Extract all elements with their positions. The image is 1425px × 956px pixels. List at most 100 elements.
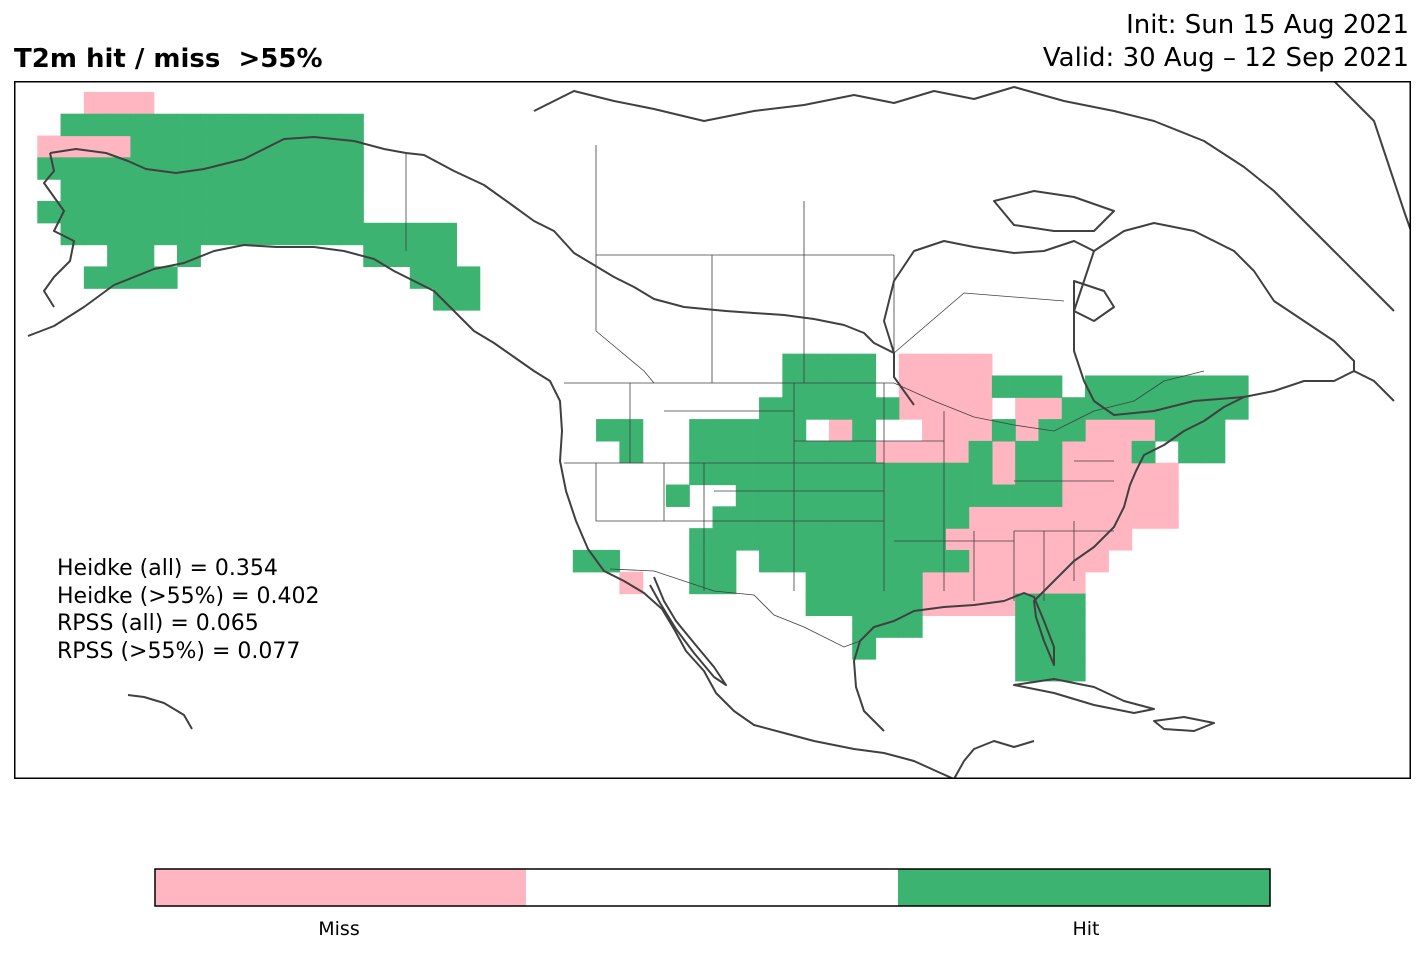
hit-cell [153, 135, 178, 158]
hit-cell [1131, 440, 1156, 464]
hit-cell [898, 506, 923, 529]
hit-cell [689, 549, 714, 573]
miss-cell [1015, 506, 1040, 529]
miss-cell [1085, 506, 1109, 529]
miss-cell [922, 419, 946, 442]
hit-cell [828, 506, 853, 529]
hit-cell [130, 200, 155, 224]
hit-cell [898, 615, 923, 638]
hit-cell [293, 200, 318, 224]
coastline-arctic [533, 86, 1395, 312]
coastline-central-america [953, 740, 1035, 779]
miss-cell [898, 353, 923, 377]
hit-cell [60, 200, 85, 224]
political-borders [405, 145, 1205, 648]
grid-cells [37, 91, 1249, 682]
hit-cell [759, 419, 783, 442]
hit-cell [1038, 659, 1063, 682]
miss-cell [1108, 462, 1133, 486]
hit-cell [805, 549, 830, 573]
miss-cell [1108, 528, 1133, 551]
hit-cell [805, 397, 830, 420]
hit-cell [1154, 375, 1179, 398]
miss-cell [991, 571, 1016, 595]
hit-cell [130, 179, 155, 202]
hit-cell [130, 157, 155, 180]
hit-cell [456, 266, 481, 289]
colorbar-miss [155, 869, 526, 906]
hit-cell [107, 200, 132, 224]
hit-cell [805, 462, 830, 486]
hit-cell [83, 266, 108, 289]
hit-cell [828, 397, 853, 420]
miss-cell [1154, 462, 1179, 486]
coastline-hudson-island [1073, 280, 1115, 322]
hit-cell [805, 353, 830, 377]
miss-cell [1108, 440, 1133, 464]
hit-cell [689, 528, 714, 551]
colorbar [154, 868, 1271, 907]
hit-cell [316, 179, 341, 202]
hit-cell [293, 113, 318, 137]
hit-cell [805, 571, 830, 595]
miss-cell [945, 593, 970, 617]
miss-cell [945, 397, 970, 420]
heidke-55: Heidke (>55%) = 0.402 [57, 583, 320, 609]
miss-cell [1108, 506, 1133, 529]
miss-cell [968, 506, 993, 529]
hit-cell [852, 571, 877, 595]
hit-cell [735, 462, 760, 486]
hit-cell [130, 135, 155, 158]
miss-cell [945, 440, 970, 464]
hit-cell [1154, 419, 1179, 442]
coastline-hispaniola [1153, 716, 1215, 732]
hit-cell [60, 179, 85, 202]
miss-cell [60, 135, 85, 158]
miss-cell [922, 375, 946, 398]
coastline-alaska-south [27, 244, 955, 779]
miss-cell [898, 397, 923, 420]
miss-cell [83, 91, 108, 115]
miss-cell [968, 571, 993, 595]
hit-cell [852, 419, 877, 442]
hit-cell [852, 462, 877, 486]
miss-cell [1085, 440, 1109, 464]
miss-cell [991, 506, 1016, 529]
hit-cell [200, 200, 225, 224]
miss-cell [828, 419, 853, 442]
hit-cell [852, 593, 877, 617]
hit-cell [1178, 419, 1203, 442]
hit-cell [1015, 440, 1040, 464]
hit-cell [1015, 462, 1040, 486]
miss-cell [991, 549, 1016, 573]
hit-cell [200, 135, 225, 158]
hit-cell [433, 288, 457, 311]
hit-cell [316, 135, 341, 158]
hit-cell [945, 462, 970, 486]
hit-cell [1061, 637, 1086, 660]
hit-cell [1178, 375, 1203, 398]
hit-cell [852, 440, 877, 464]
hit-cell [1131, 397, 1156, 420]
hit-cell [83, 157, 108, 180]
hit-cell [759, 462, 783, 486]
coastline-west [49, 136, 915, 406]
colorbar-frame [154, 868, 1271, 907]
hit-cell [852, 615, 877, 638]
hit-cell [898, 528, 923, 551]
hit-cell [176, 157, 201, 180]
hit-cell [828, 593, 853, 617]
hit-cell [60, 157, 85, 180]
miss-cell [1154, 484, 1179, 507]
miss-cell [875, 440, 900, 464]
hit-cell [828, 528, 853, 551]
valid-period: Valid: 30 Aug – 12 Sep 2021 [1042, 43, 1409, 73]
hit-cell [898, 462, 923, 486]
hit-cell [409, 244, 434, 268]
hit-cell [316, 113, 341, 137]
hit-cell [176, 179, 201, 202]
hit-cell [246, 157, 271, 180]
miss-cell [1085, 484, 1109, 507]
hit-cell [1061, 419, 1086, 442]
hit-cell [1038, 462, 1063, 486]
